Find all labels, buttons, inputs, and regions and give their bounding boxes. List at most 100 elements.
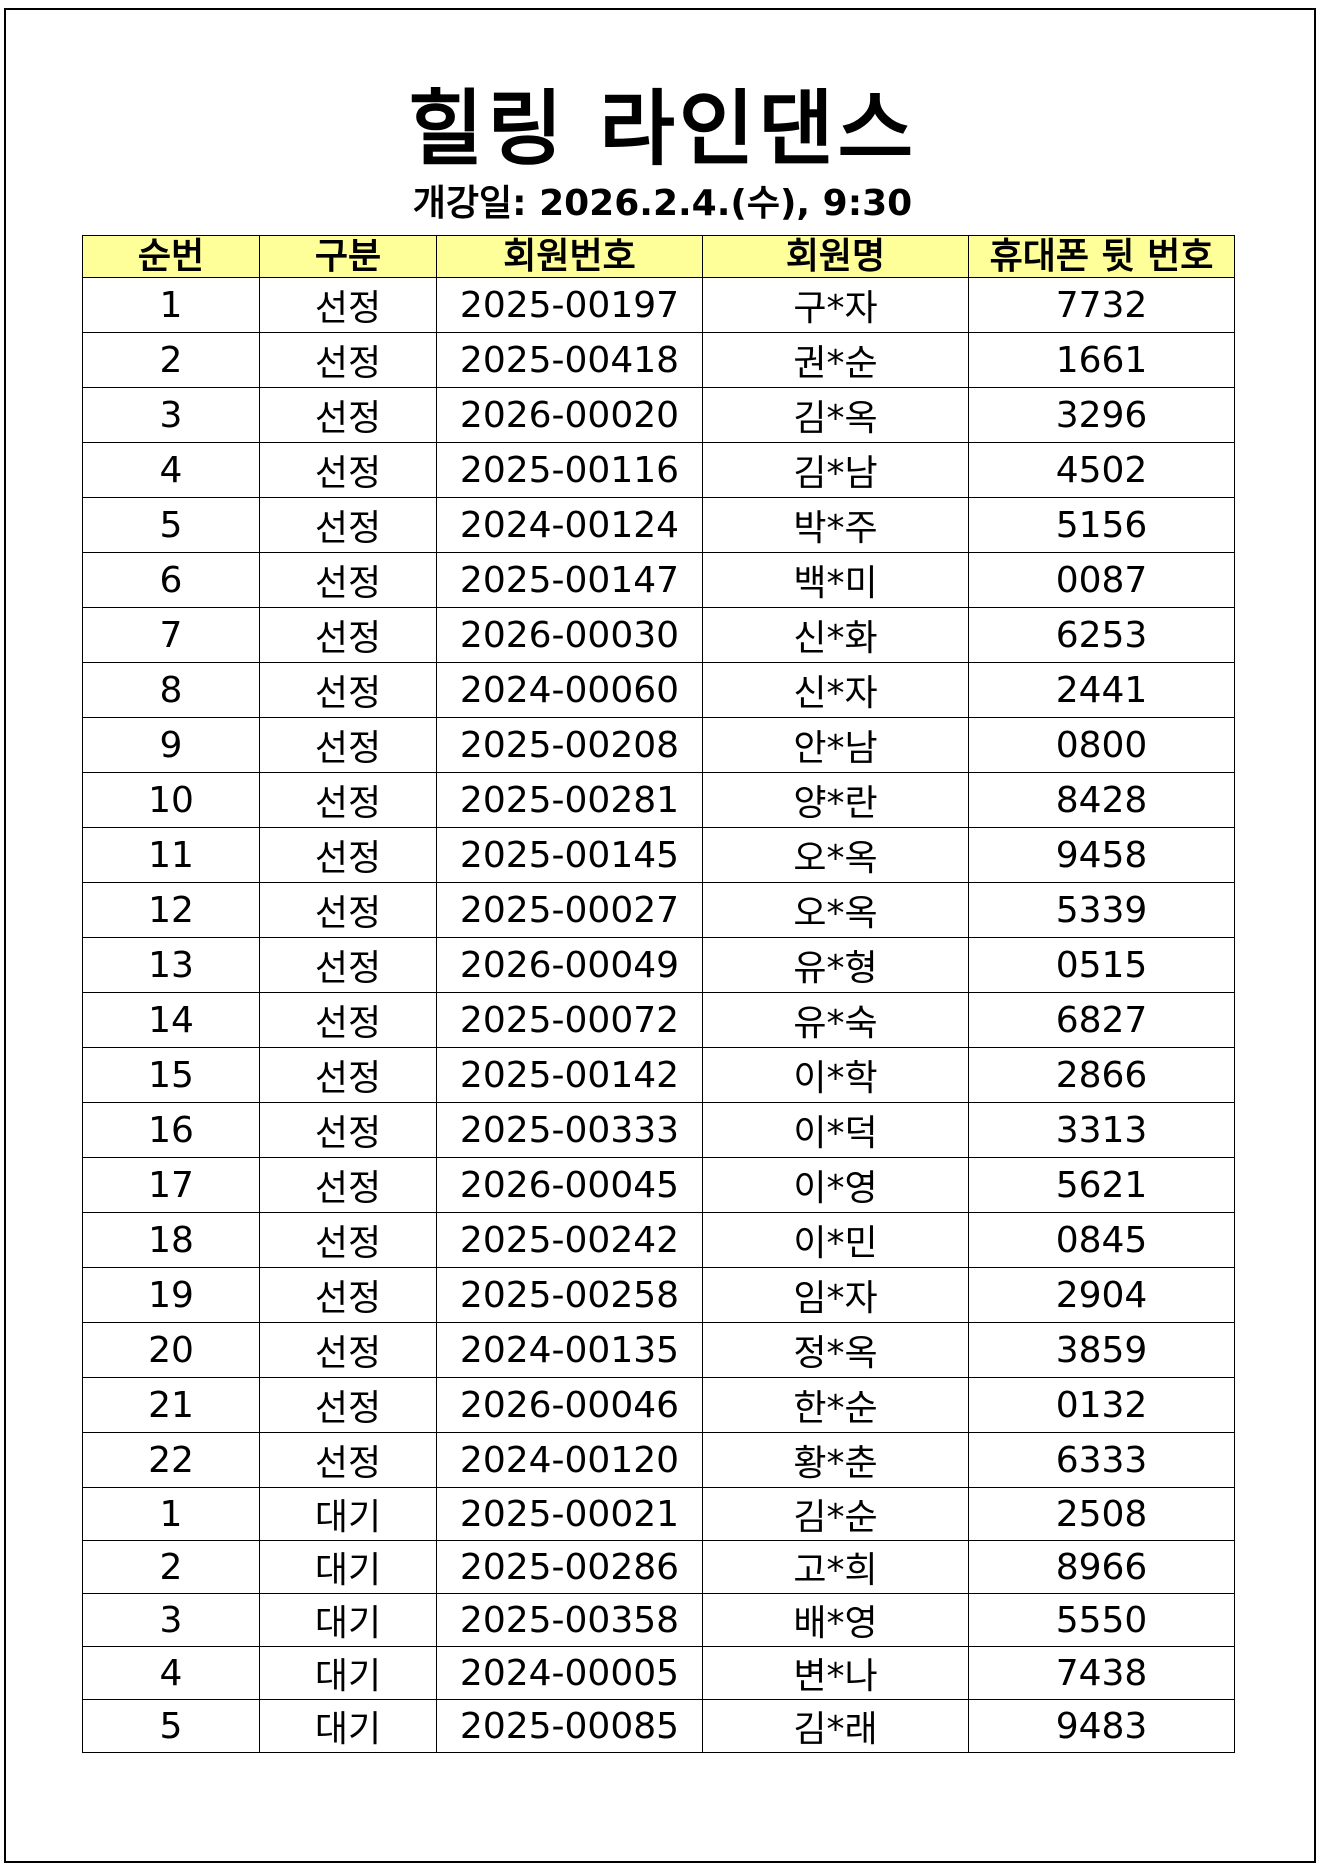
cell-member-name: 권*순 [702, 332, 969, 388]
cell-member-name: 박*주 [702, 497, 969, 553]
cell-phone-last-digits: 8428 [968, 772, 1235, 828]
cell-member-name: 배*영 [702, 1593, 969, 1647]
page-border [4, 8, 1316, 1863]
cell-member-id: 2025-00072 [436, 992, 703, 1048]
cell-phone-last-digits: 4502 [968, 442, 1235, 498]
cell-member-name: 황*춘 [702, 1432, 969, 1488]
cell-member-name: 김*옥 [702, 387, 969, 443]
header-category: 구분 [259, 235, 437, 278]
cell-phone-last-digits: 3296 [968, 387, 1235, 443]
table-row: 12 선정 2025-00027 오*옥 5339 [82, 882, 1235, 938]
cell-number: 11 [82, 827, 260, 883]
cell-number: 9 [82, 717, 260, 773]
table-row: 21 선정 2026-00046 한*순 0132 [82, 1377, 1235, 1433]
table-row: 10 선정 2025-00281 양*란 8428 [82, 772, 1235, 828]
cell-member-id: 2025-00242 [436, 1212, 703, 1268]
cell-member-name: 변*나 [702, 1646, 969, 1700]
table-row: 1 선정 2025-00197 구*자 7732 [82, 277, 1235, 333]
cell-member-id: 2025-00142 [436, 1047, 703, 1103]
cell-category: 선정 [259, 277, 437, 333]
cell-phone-last-digits: 9458 [968, 827, 1235, 883]
cell-member-name: 임*자 [702, 1267, 969, 1323]
cell-category: 선정 [259, 1267, 437, 1323]
cell-number: 3 [82, 387, 260, 443]
cell-phone-last-digits: 5550 [968, 1593, 1235, 1647]
cell-member-id: 2024-00060 [436, 662, 703, 718]
cell-phone-last-digits: 3859 [968, 1322, 1235, 1378]
cell-number: 22 [82, 1432, 260, 1488]
cell-number: 5 [82, 497, 260, 553]
table-body: 1 선정 2025-00197 구*자 7732 2 선정 2025-00418 권*순 1661… [82, 277, 1235, 1753]
table-row: 13 선정 2026-00049 유*형 0515 [82, 937, 1235, 993]
cell-member-id: 2026-00030 [436, 607, 703, 663]
header-member-id: 회원번호 [436, 235, 703, 278]
cell-phone-last-digits: 2866 [968, 1047, 1235, 1103]
cell-member-id: 2025-00358 [436, 1593, 703, 1647]
cell-phone-last-digits: 6333 [968, 1432, 1235, 1488]
cell-member-id: 2024-00005 [436, 1646, 703, 1700]
cell-number: 6 [82, 552, 260, 608]
cell-category: 선정 [259, 1102, 437, 1158]
cell-member-id: 2024-00124 [436, 497, 703, 553]
cell-member-id: 2025-00197 [436, 277, 703, 333]
cell-number: 3 [82, 1593, 260, 1647]
cell-number: 20 [82, 1322, 260, 1378]
cell-number: 13 [82, 937, 260, 993]
table-row: 19 선정 2025-00258 임*자 2904 [82, 1267, 1235, 1323]
table-row: 20 선정 2024-00135 정*옥 3859 [82, 1322, 1235, 1378]
cell-phone-last-digits: 2508 [968, 1487, 1235, 1541]
cell-member-id: 2024-00120 [436, 1432, 703, 1488]
cell-member-id: 2026-00046 [436, 1377, 703, 1433]
table-row: 1 대기 2025-00021 김*순 2508 [82, 1487, 1235, 1541]
cell-number: 19 [82, 1267, 260, 1323]
cell-number: 8 [82, 662, 260, 718]
cell-phone-last-digits: 6827 [968, 992, 1235, 1048]
cell-category: 선정 [259, 1157, 437, 1213]
page-title: 힐링 라인댄스 [407, 82, 918, 177]
cell-category: 선정 [259, 607, 437, 663]
cell-number: 7 [82, 607, 260, 663]
cell-number: 4 [82, 442, 260, 498]
cell-phone-last-digits: 2441 [968, 662, 1235, 718]
cell-category: 선정 [259, 1377, 437, 1433]
cell-category: 선정 [259, 1322, 437, 1378]
cell-category: 선정 [259, 992, 437, 1048]
cell-member-name: 오*옥 [702, 827, 969, 883]
cell-category: 대기 [259, 1540, 437, 1594]
cell-member-id: 2025-00085 [436, 1699, 703, 1753]
cell-member-name: 구*자 [702, 277, 969, 333]
cell-member-name: 유*형 [702, 937, 969, 993]
table-row: 14 선정 2025-00072 유*숙 6827 [82, 992, 1235, 1048]
cell-member-name: 이*민 [702, 1212, 969, 1268]
cell-member-name: 양*란 [702, 772, 969, 828]
cell-number: 18 [82, 1212, 260, 1268]
cell-member-name: 김*래 [702, 1699, 969, 1753]
cell-category: 선정 [259, 772, 437, 828]
cell-number: 4 [82, 1646, 260, 1700]
cell-member-id: 2025-00208 [436, 717, 703, 773]
cell-phone-last-digits: 8966 [968, 1540, 1235, 1594]
cell-number: 1 [82, 1487, 260, 1541]
cell-phone-last-digits: 7438 [968, 1646, 1235, 1700]
cell-member-name: 이*덕 [702, 1102, 969, 1158]
cell-category: 선정 [259, 332, 437, 388]
cell-phone-last-digits: 7732 [968, 277, 1235, 333]
cell-phone-last-digits: 0800 [968, 717, 1235, 773]
cell-category: 선정 [259, 442, 437, 498]
cell-number: 5 [82, 1699, 260, 1753]
cell-member-name: 안*남 [702, 717, 969, 773]
cell-member-name: 한*순 [702, 1377, 969, 1433]
table-row: 22 선정 2024-00120 황*춘 6333 [82, 1432, 1235, 1488]
cell-category: 선정 [259, 827, 437, 883]
cell-member-id: 2025-00116 [436, 442, 703, 498]
page-subtitle: 개강일: 2026.2.4.(수), 9:30 [412, 183, 913, 224]
table-row: 18 선정 2025-00242 이*민 0845 [82, 1212, 1235, 1268]
table-row: 7 선정 2026-00030 신*화 6253 [82, 607, 1235, 663]
cell-category: 대기 [259, 1593, 437, 1647]
cell-member-id: 2026-00045 [436, 1157, 703, 1213]
cell-number: 14 [82, 992, 260, 1048]
table-row: 16 선정 2025-00333 이*덕 3313 [82, 1102, 1235, 1158]
cell-phone-last-digits: 0515 [968, 937, 1235, 993]
cell-number: 12 [82, 882, 260, 938]
table-row: 3 선정 2026-00020 김*옥 3296 [82, 387, 1235, 443]
